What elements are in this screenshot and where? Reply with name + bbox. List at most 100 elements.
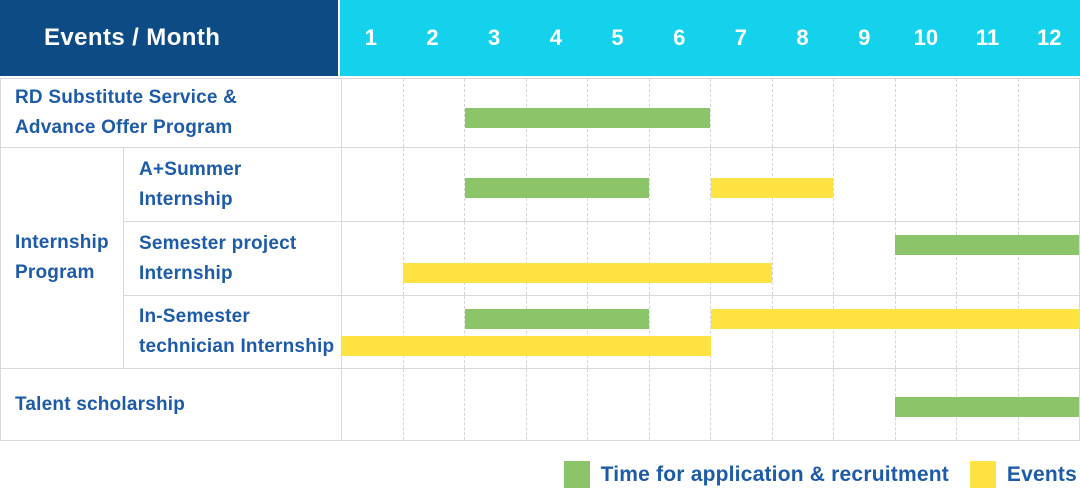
grid-cell: [464, 79, 526, 147]
grid-cell: [648, 296, 711, 368]
grid-cell: [525, 369, 588, 440]
grid-cell: [771, 79, 834, 147]
grid-cell: [587, 222, 649, 295]
gantt-table: Events / Month 1 2 3 4 5 6 7 8 9 10 11 12 RD Substi…: [0, 0, 1080, 441]
grid-cell: [464, 369, 526, 440]
grid-cell: [648, 222, 711, 295]
grid-cell: [587, 369, 649, 440]
month-label-7: 7: [734, 25, 747, 50]
application-bar: [894, 235, 1079, 255]
grid-cell: [525, 296, 588, 368]
row-label-rd-substitute: RD Substitute Service & Advance Offer Pr…: [1, 79, 341, 147]
row-grid: [341, 222, 1079, 295]
grid-cell: [956, 296, 1018, 368]
row-label-line: A+Summer: [139, 158, 242, 180]
grid-cell: [342, 222, 403, 295]
grid-cell: [710, 222, 772, 295]
application-bar: [464, 309, 650, 329]
row-label-line: Advance Offer Program: [15, 117, 233, 138]
row-label-line: technician Internship: [139, 336, 335, 357]
grid-cell: [1017, 296, 1080, 368]
group-label-line: Program: [15, 262, 95, 283]
grid-cell: [710, 148, 772, 221]
month-label-8: 8: [796, 25, 809, 50]
row-label-line: Internship: [139, 188, 233, 210]
grid-cell: [464, 222, 526, 295]
month-label-12: 12: [1036, 25, 1062, 50]
row-label-talent-scholarship: Talent scholarship: [1, 369, 341, 440]
grid-cell: [342, 79, 403, 147]
table-row-rd-substitute: RD Substitute Service & Advance Offer Pr…: [1, 78, 1079, 147]
grid-cell: [833, 148, 895, 221]
grid-cell: [771, 296, 834, 368]
grid-cell: [402, 79, 465, 147]
grid-cell: [956, 79, 1018, 147]
grid-cell: [1017, 222, 1080, 295]
grid-cell: [648, 369, 711, 440]
event-bar: [710, 309, 1079, 329]
grid-cell: [833, 369, 895, 440]
application-bar: [894, 397, 1079, 417]
grid-cell: [833, 296, 895, 368]
page-title: Events / Month: [44, 24, 221, 51]
grid-cell: [402, 369, 465, 440]
table-row-a-summer: A+Summer Internship: [124, 148, 1079, 221]
month-label-9: 9: [858, 25, 871, 50]
legend-item-application: Time for application & recruitment: [563, 461, 949, 488]
grid-cell: [464, 296, 526, 368]
row-grid: [341, 79, 1079, 147]
row-label-line: Internship: [139, 262, 233, 284]
month-header-row: 1 2 3 4 5 6 7 8 9 10 11 12: [340, 0, 1080, 76]
month-label-11: 11: [975, 25, 1000, 50]
table-body: RD Substitute Service & Advance Offer Pr…: [0, 78, 1080, 441]
legend-swatch-events: [969, 461, 996, 488]
table-row-in-semester: In-Semester technician Internship: [124, 295, 1079, 368]
row-label-line: Talent scholarship: [15, 393, 186, 415]
grid-cell: [402, 148, 465, 221]
application-bar: [464, 178, 650, 198]
month-label-3: 3: [488, 25, 501, 50]
grid-cell: [402, 296, 465, 368]
grid-cell: [710, 296, 772, 368]
grid-cell: [894, 222, 957, 295]
legend-label-events: Events: [1006, 462, 1077, 486]
grid-cell: [771, 369, 834, 440]
row-label-line: In-Semester: [139, 306, 250, 327]
group-label-internship-program: Internship Program: [1, 148, 123, 368]
grid-cell: [402, 222, 465, 295]
grid-cell: [710, 369, 772, 440]
legend: Time for application & recruitment Event…: [563, 461, 1077, 488]
grid-cell: [342, 148, 403, 221]
legend-label-application: Time for application & recruitment: [600, 462, 949, 486]
table-header-row: Events / Month 1 2 3 4 5 6 7 8 9 10 11 12: [0, 0, 1080, 76]
grid-cell: [833, 79, 895, 147]
row-grid: [341, 296, 1079, 368]
grid-cell: [1017, 79, 1080, 147]
grid-cell: [956, 148, 1018, 221]
row-label-a-summer: A+Summer Internship: [124, 148, 341, 221]
grid-cell: [710, 79, 772, 147]
row-label-line: RD Substitute Service &: [15, 87, 238, 108]
grid-cell: [525, 222, 588, 295]
grid-cell: [648, 148, 711, 221]
application-bar: [464, 108, 711, 128]
event-bar: [403, 263, 772, 283]
grid-cell: [342, 296, 403, 368]
grid-cell: [771, 222, 834, 295]
row-label-line: Semester project: [139, 232, 297, 254]
event-bar: [342, 336, 711, 356]
event-bar: [710, 178, 834, 198]
month-label-5: 5: [611, 25, 624, 50]
month-label-1: 1: [364, 25, 377, 50]
grid-cell: [894, 296, 957, 368]
internship-program-rows: A+Summer Internship Semester project Int…: [123, 148, 1079, 368]
grid-cell: [464, 148, 526, 221]
grid-cell: [587, 296, 649, 368]
legend-swatch-application: [563, 461, 590, 488]
row-label-in-semester: In-Semester technician Internship: [124, 296, 341, 368]
legend-item-events: Events: [969, 461, 1077, 488]
table-row-talent-scholarship: Talent scholarship: [1, 368, 1079, 441]
month-label-2: 2: [426, 25, 439, 50]
grid-cell: [894, 79, 957, 147]
